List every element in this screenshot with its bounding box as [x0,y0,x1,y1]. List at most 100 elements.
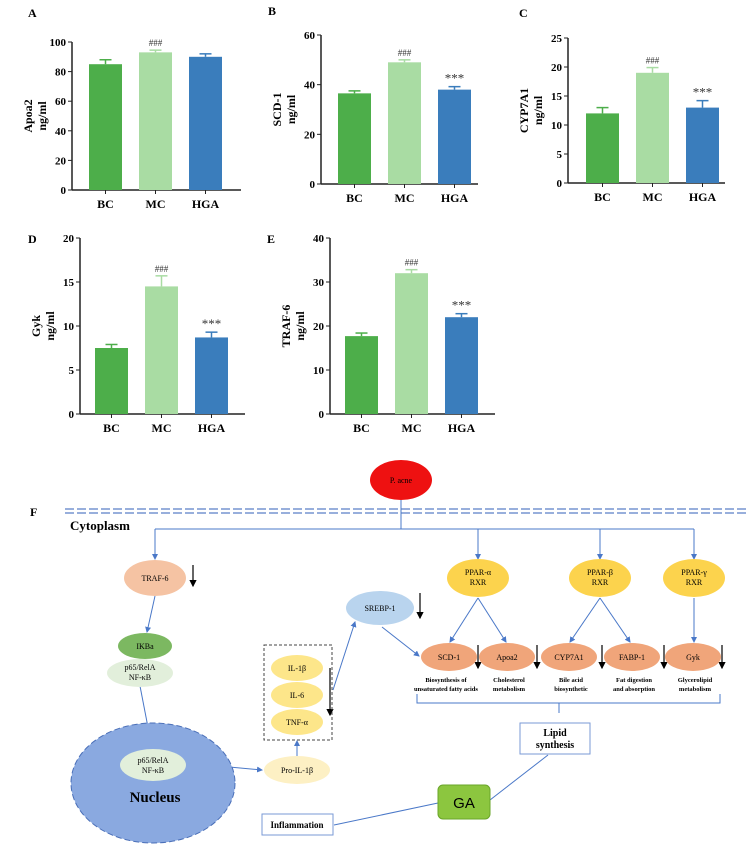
function-label: biosynthetic [554,686,588,693]
x-tick-label: MC [146,197,166,211]
y-tick-label: 20 [55,155,67,167]
x-tick-label: MC [643,190,663,204]
bar-mc [145,286,178,414]
il1b-label: IL-1β [288,664,306,673]
ga-box [437,784,491,820]
enzyme-node [665,643,721,671]
y-tick-label: 15 [63,277,75,289]
y-tick-label: 40 [313,233,325,245]
significance-label: *** [452,298,472,313]
enzyme-nodes: SCD-1 Biosynthesis of unsaturated fatty ac… [414,643,721,693]
cytoplasm-label: Cytoplasm [70,518,130,533]
x-tick-label: BC [346,191,363,205]
pacne-label: P. acne [390,476,413,485]
y-tick-label: 10 [63,321,75,333]
panel-label: B [268,4,276,18]
srebp1-label: SREBP-1 [364,604,395,613]
inflammation-box [261,813,334,836]
il6-label: IL-6 [290,691,304,700]
y-axis-unit: ng/ml [293,311,307,341]
y-tick-label: 0 [319,409,325,421]
bar-hga [189,56,222,190]
y-tick-label: 20 [313,321,325,333]
p65-cytoplasm-node [107,659,173,687]
rxr-label: RXR [686,578,703,587]
y-axis-unit: ng/ml [284,94,298,124]
y-tick-label: 0 [310,179,316,191]
x-tick-label: BC [594,190,611,204]
y-tick-label: 40 [304,80,316,92]
chart-e: E 0 10 20 30 40 TRAF-6 ng/ml BC MC ### HGA *** [267,232,495,435]
function-label: unsaturated fatty acids [414,686,478,693]
bar-bc [345,336,378,414]
nucleus-label: Nucleus [130,790,181,806]
pro-il1b-node [264,756,330,784]
panel-label: E [267,232,275,246]
y-tick-label: 5 [557,149,563,161]
y-tick-label: 25 [551,33,563,45]
function-label: Biosynthesis of [425,677,467,684]
lipid-synthesis-box [519,722,591,755]
y-tick-label: 15 [551,91,563,103]
panel-label-f: F [30,505,37,519]
inflammation-label: Inflammation [270,820,323,830]
rxr-label: RXR [470,578,487,587]
pacne-node [370,460,432,500]
enzyme-label: SCD-1 [438,653,460,662]
bar-mc [636,72,669,183]
significance-label: ### [149,38,163,48]
y-tick-label: 0 [61,185,67,197]
lipid-label: Lipid [543,728,567,739]
significance-label: ### [405,258,419,268]
nucleus [70,722,236,844]
cell-membrane [65,508,748,514]
synthesis-label: synthesis [536,740,574,751]
y-axis-label: TRAF-6 [279,305,293,348]
enzyme-node [541,643,597,671]
y-tick-label: 10 [313,365,325,377]
ppar-nodes: PPAR-α RXR PPAR-β RXR PPAR-γ RXR [447,559,725,597]
function-label: metabolism [679,686,712,693]
y-tick-label: 30 [313,277,325,289]
bar-bc [338,93,371,184]
function-label: Cholesterol [493,677,525,684]
chart-b: B 0 20 40 60 SCD-1 ng/ml BC MC ### HGA *** [268,4,478,205]
x-tick-label: MC [152,421,172,435]
function-label: and absorption [613,686,655,693]
x-tick-label: BC [353,421,370,435]
ppar-beta-label: PPAR-β [587,568,613,577]
bar-bc [586,113,619,183]
x-tick-label: HGA [448,421,476,435]
significance-label: *** [445,71,465,86]
y-tick-label: 40 [55,126,67,138]
x-tick-label: BC [103,421,120,435]
cytokine-box [263,644,333,741]
cytokine-nodes: IL-1β IL-6 TNF-α [271,655,323,735]
x-tick-label: HGA [192,197,220,211]
enzyme-label: CYP7A1 [554,653,583,662]
bar-bc [89,64,122,190]
x-tick-label: HGA [689,190,717,204]
chart-c: C 0 5 10 15 20 25 CYP7A1 ng/ml BC MC ### HGA *** [517,6,725,204]
y-axis-label: Gyk [29,315,43,337]
significance-label: ### [646,56,660,66]
y-axis-unit: ng/ml [35,101,49,131]
y-tick-label: 0 [557,178,563,190]
significance-label: *** [202,316,222,331]
traf6-node [124,560,186,596]
enzyme-node [479,643,535,671]
x-tick-label: BC [97,197,114,211]
y-axis-label: CYP7A1 [517,88,531,133]
bar-hga [195,337,228,414]
chart-d: D 0 5 10 15 20 Gyk ng/ml BC MC ### HGA *** [28,232,245,435]
p65-nuclear-label: p65/RelA [137,756,168,765]
function-label: Fat digestion [616,677,652,684]
bar-hga [686,107,719,183]
y-tick-label: 5 [69,365,75,377]
x-tick-label: MC [395,191,415,205]
srebp1-node [346,591,414,625]
rxr-label: RXR [592,578,609,587]
y-axis-unit: ng/ml [43,311,57,341]
ppar-alpha-label: PPAR-α [465,568,492,577]
